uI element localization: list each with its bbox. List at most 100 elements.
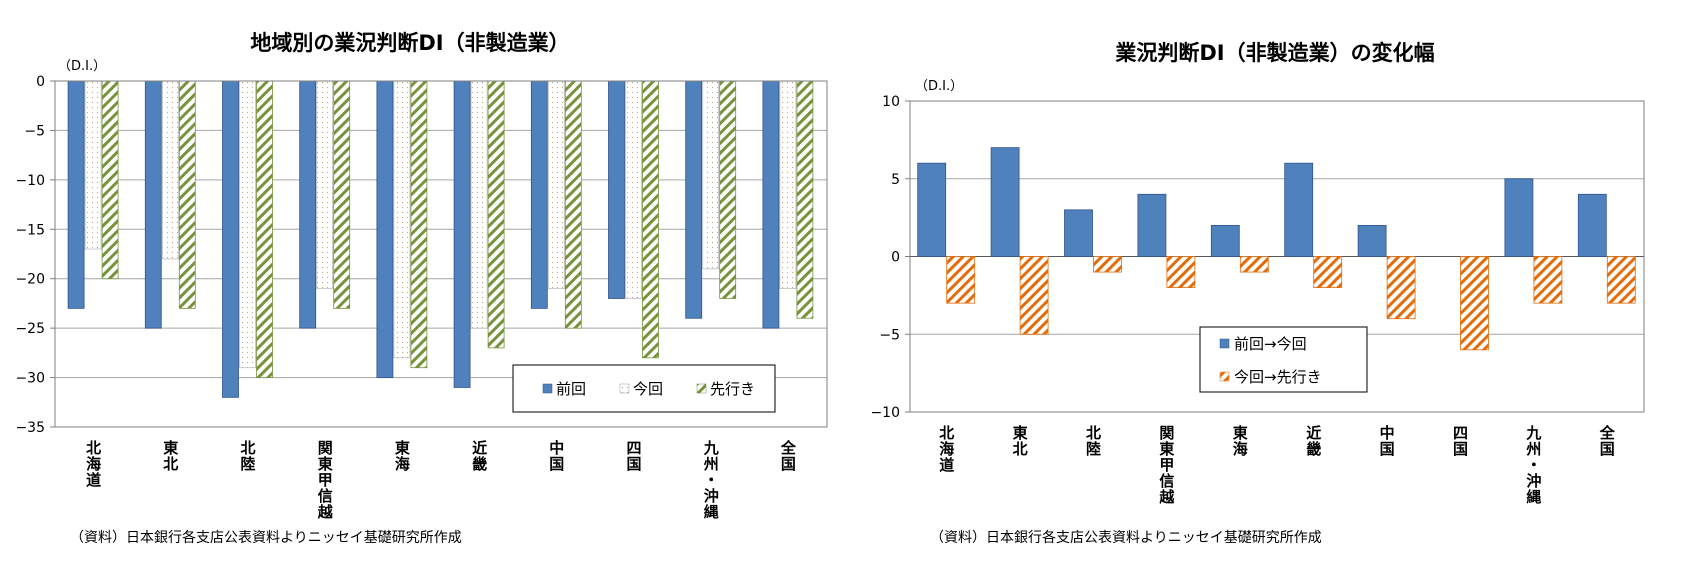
bar-l-s2-c2	[256, 80, 273, 378]
bar-l-s2-c5	[487, 80, 505, 349]
right-chart-title: 業況判断DI（非製造業）の変化幅	[1115, 41, 1434, 65]
bar-r-s1-c1	[1019, 256, 1049, 335]
category-label: 北陸	[240, 439, 255, 473]
y-tick-label: −35	[15, 420, 45, 436]
bar-r-s0-c1	[990, 147, 1020, 257]
y-tick-label: −15	[15, 222, 45, 238]
left-category-labels: 北海道 東北 北陸 関東甲信越 東海 近畿 中国 四国 九州・沖縄 全国	[86, 439, 797, 521]
bar-l-s0-c6	[530, 80, 548, 309]
bar-r-s1-c3	[1166, 256, 1196, 289]
bar-r-s1-c2	[1093, 256, 1122, 273]
y-tick-label: 0	[891, 250, 900, 266]
category-label: 北海道	[939, 424, 954, 474]
legend-label-sakiyuki: 先行き	[710, 380, 755, 398]
category-label: 東北	[163, 439, 178, 473]
left-y-tick-labels: 0 −5 −10 −15 −20 −25 −30 −35	[15, 74, 45, 436]
right-y-tick-labels: 10 5 0 −5 −10	[870, 94, 900, 421]
right-unit-label: （D.I.）	[915, 79, 963, 94]
legend-swatch-konkai	[619, 383, 630, 394]
legend-label-zenkai-konkai: 前回→今回	[1234, 335, 1307, 353]
left-unit-label: （D.I.）	[58, 59, 106, 74]
category-label: 四国	[626, 439, 641, 473]
left-chart-title: 地域別の業況判断DI（非製造業）	[250, 31, 569, 55]
bar-r-s0-c5	[1284, 162, 1314, 257]
bar-r-s1-c7	[1460, 256, 1489, 351]
left-legend-box	[512, 364, 776, 413]
bar-l-s2-c6	[564, 80, 582, 329]
y-tick-label: −5	[879, 327, 900, 343]
bar-r-s1-c6	[1386, 256, 1416, 320]
bar-l-s1-c2	[239, 80, 256, 369]
bar-l-s2-c7	[642, 80, 659, 359]
left-legend: 前回 今回 先行き	[512, 364, 776, 413]
category-label: 東海	[1233, 424, 1248, 458]
bar-r-s1-c9	[1606, 256, 1636, 304]
y-tick-label: −25	[15, 321, 45, 337]
category-label: 東海	[395, 439, 410, 473]
category-label: 東北	[1013, 424, 1028, 458]
bar-r-s0-c2	[1064, 209, 1093, 257]
left-plot-frame	[54, 80, 828, 428]
category-label: 全国	[1599, 424, 1616, 458]
bar-r-s1-c5	[1313, 256, 1343, 289]
bar-r-s0-c0	[917, 162, 947, 257]
bar-l-s1-c7	[625, 80, 642, 299]
left-bars	[67, 80, 814, 398]
y-tick-label: −10	[870, 405, 900, 421]
bar-r-s0-c9	[1577, 193, 1607, 257]
bar-l-s1-c5	[470, 80, 488, 329]
category-label: 北陸	[1086, 424, 1101, 458]
bar-l-s1-c4	[393, 80, 411, 359]
y-tick-label: 0	[36, 74, 45, 90]
bar-l-s1-c1	[161, 80, 179, 260]
category-label: 全国	[780, 439, 797, 473]
category-label: 関東甲信越	[317, 439, 334, 521]
left-source-note: （資料）日本銀行各支店公表資料よりニッセイ基礎研究所作成	[70, 529, 462, 546]
bar-r-s0-c3	[1137, 193, 1167, 257]
legend-swatch-zenkai-konkai	[1219, 338, 1230, 349]
category-label: 近畿	[1306, 424, 1321, 458]
bar-l-s1-c0	[84, 80, 102, 250]
category-label: 北海道	[86, 439, 101, 489]
legend-label-konkai-sakiyuki: 今回→先行き	[1234, 368, 1322, 386]
bar-l-s2-c0	[101, 80, 119, 280]
category-label: 九州・沖縄	[703, 439, 719, 521]
bar-l-s2-c1	[178, 80, 196, 309]
bar-l-s2-c9	[796, 80, 814, 319]
left-chart: 地域別の業況判断DI（非製造業） （D.I.） 0 −5 −10 −15 −20 −25 −…	[15, 31, 828, 546]
category-label: 関東甲信越	[1158, 424, 1175, 506]
bar-l-s0-c7	[608, 80, 625, 299]
y-tick-label: −30	[15, 371, 45, 387]
bar-l-s0-c1	[144, 80, 162, 329]
legend-swatch-sakiyuki	[696, 383, 707, 394]
bar-l-s0-c4	[376, 80, 394, 378]
right-bars	[917, 147, 1636, 351]
right-legend: 前回→今回 今回→先行き	[1199, 326, 1368, 393]
y-tick-label: −5	[24, 123, 45, 139]
category-label: 近畿	[472, 439, 487, 473]
bar-l-s1-c6	[547, 80, 565, 290]
y-tick-label: −20	[15, 272, 45, 288]
bar-r-s0-c4	[1210, 224, 1240, 257]
right-category-labels: 北海道 東北 北陸 関東甲信越 東海 近畿 中国 四国 九州・沖縄 全国	[939, 424, 1616, 506]
y-tick-label: −10	[15, 173, 45, 189]
bar-l-s1-c3	[316, 80, 334, 290]
bar-l-s0-c0	[67, 80, 85, 309]
right-plot-frame	[909, 100, 1645, 413]
bar-l-s2-c4	[410, 80, 428, 369]
bar-l-s0-c2	[222, 80, 239, 398]
bar-l-s0-c5	[453, 80, 471, 388]
category-label: 四国	[1453, 424, 1468, 458]
bar-l-s0-c9	[762, 80, 780, 329]
legend-label-konkai: 今回	[633, 380, 663, 398]
category-label: 中国	[1380, 424, 1395, 458]
legend-swatch-konkai-sakiyuki	[1219, 371, 1230, 382]
bar-r-s1-c8	[1533, 256, 1563, 304]
bar-l-s0-c8	[685, 80, 703, 319]
bar-r-s1-c0	[946, 256, 976, 304]
y-tick-label: 5	[891, 172, 900, 188]
legend-swatch-zenkai	[542, 383, 553, 394]
bar-r-s0-c8	[1504, 178, 1534, 257]
